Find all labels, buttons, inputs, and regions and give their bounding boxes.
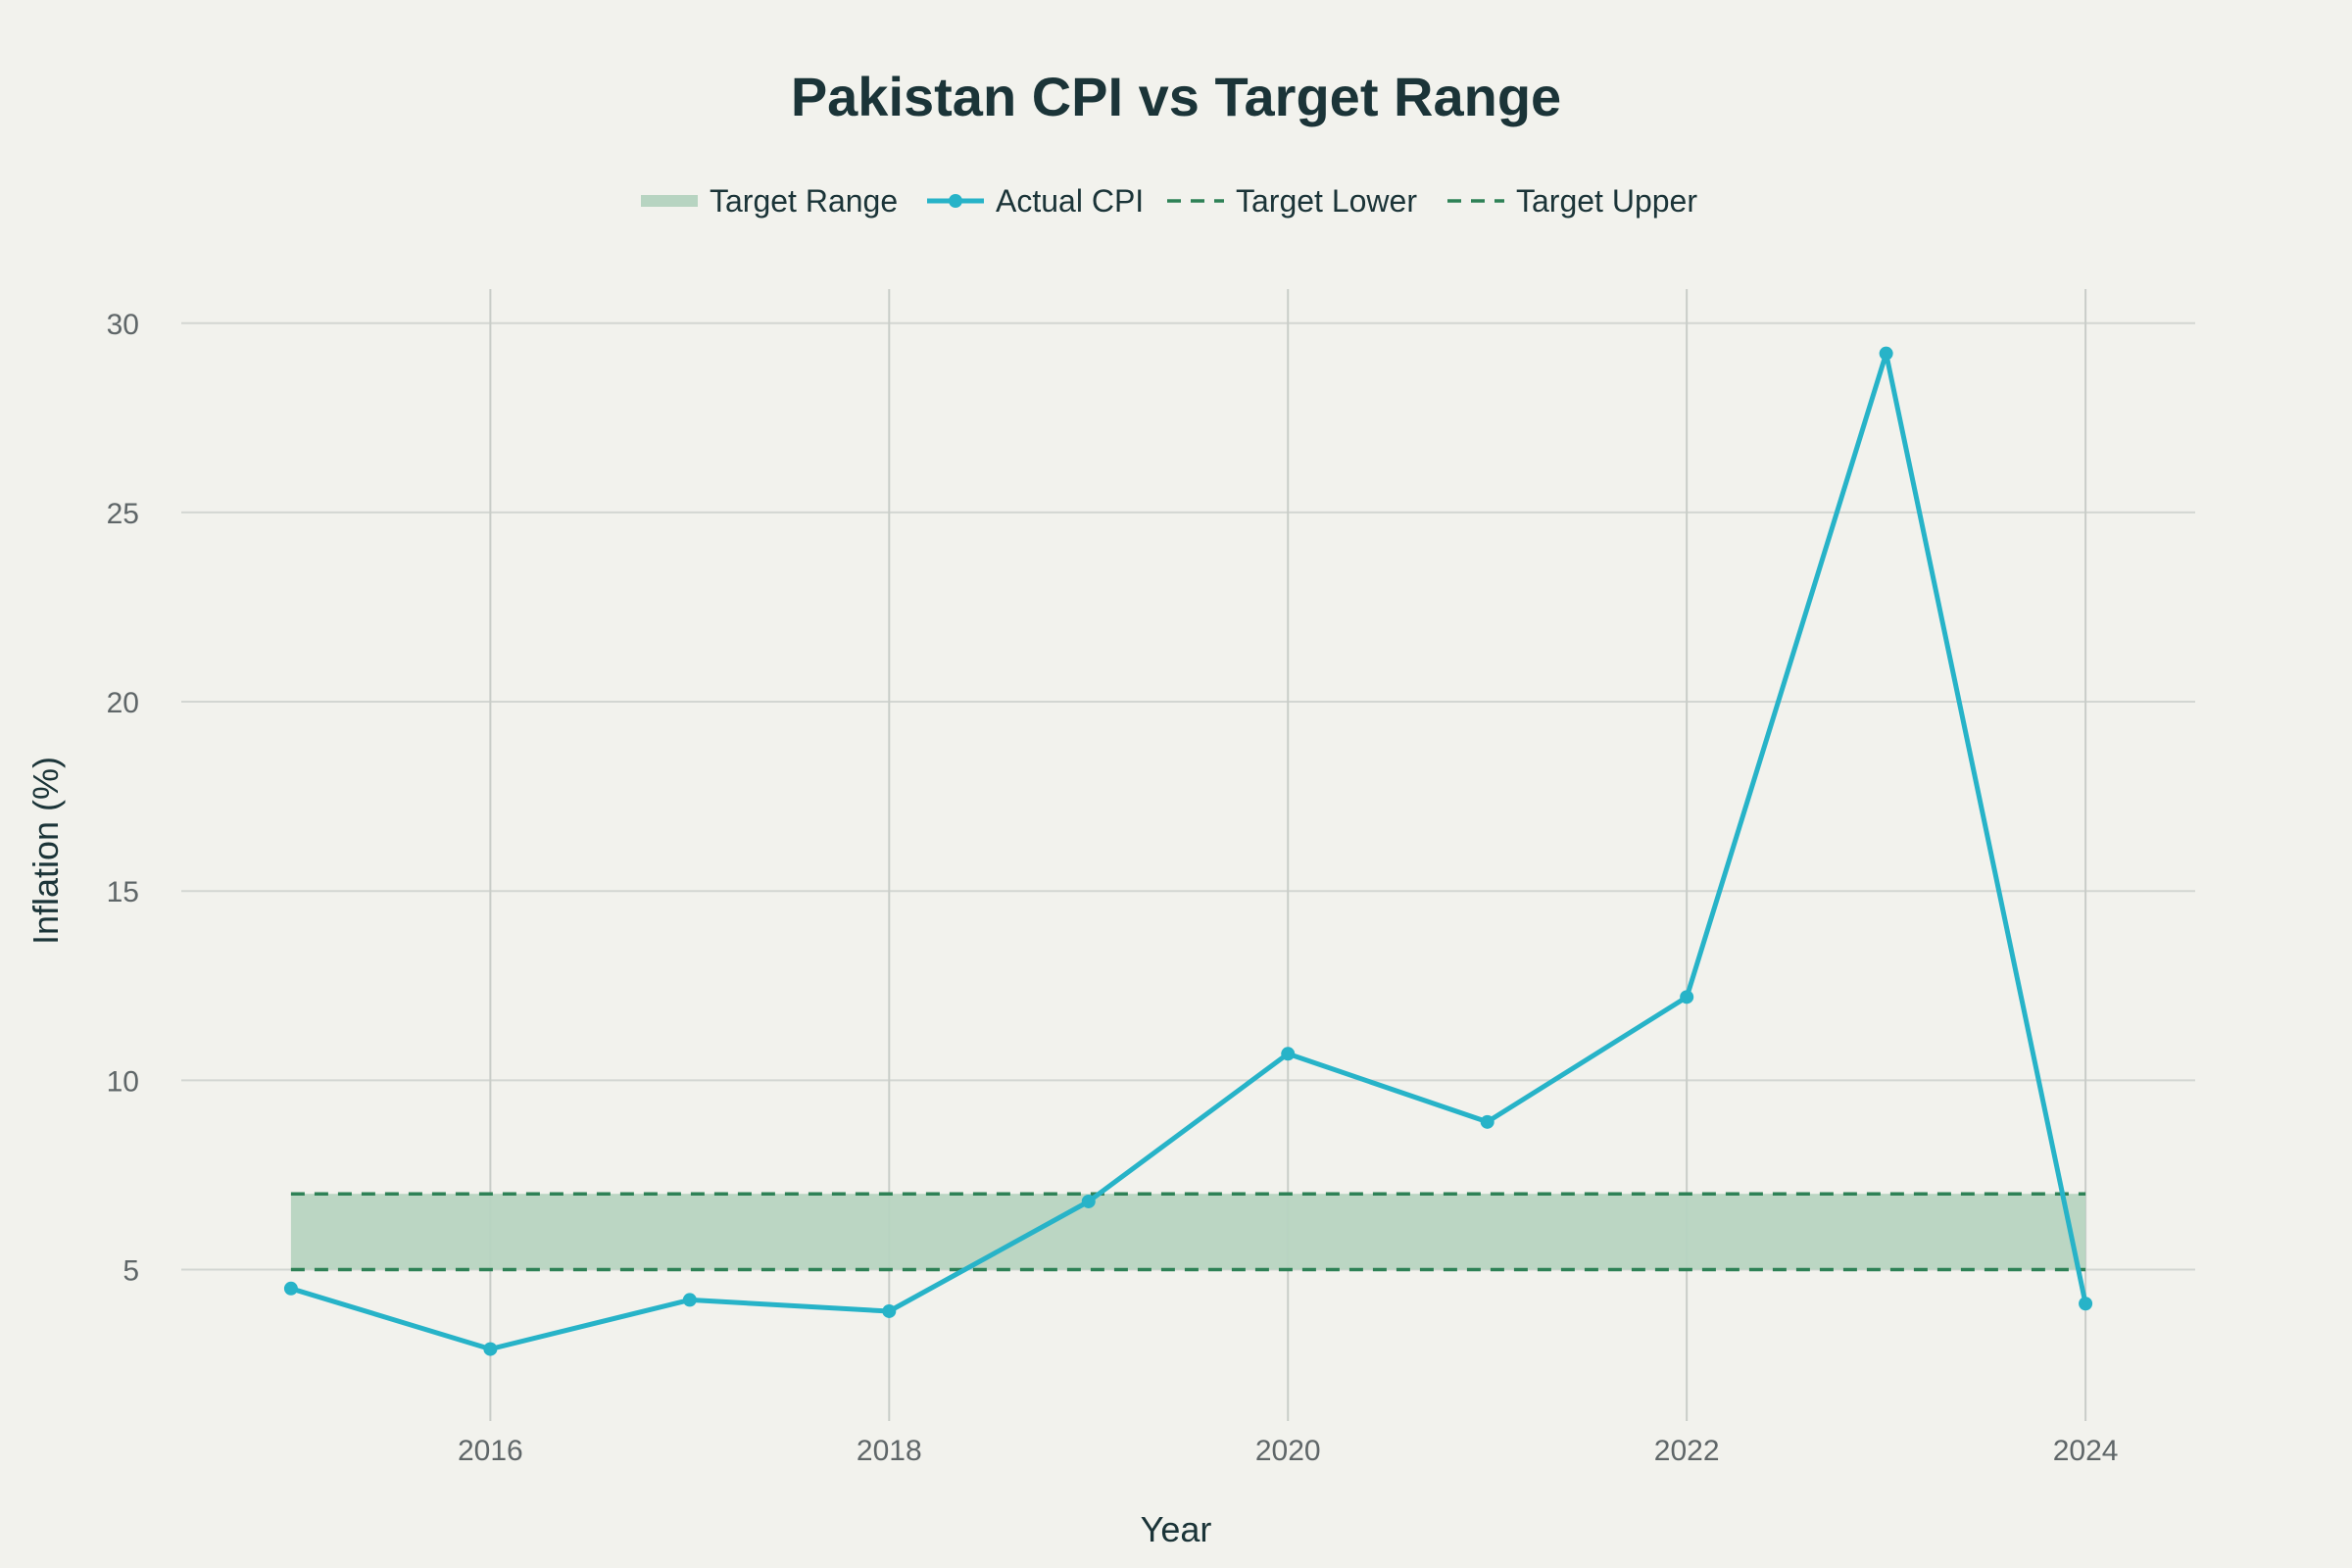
actual-cpi-point — [882, 1303, 897, 1318]
x-tick-label: 2016 — [458, 1435, 523, 1467]
legend-item-target-range[interactable]: Target Range — [641, 183, 898, 219]
actual-cpi-point — [2079, 1297, 2093, 1311]
legend-item-target-lower[interactable]: Target Lower — [1167, 183, 1417, 219]
legend-item-actual-cpi[interactable]: Actual CPI — [927, 183, 1144, 219]
y-tick-label: 15 — [107, 876, 139, 908]
y-axis-title: Inflation (%) — [25, 757, 66, 945]
actual-cpi-point — [1680, 990, 1694, 1004]
x-tick-label: 2024 — [2053, 1435, 2119, 1467]
legend-swatch-target-range — [641, 195, 698, 207]
actual-cpi-point — [682, 1293, 697, 1307]
target-range-band — [290, 1194, 2086, 1270]
actual-cpi-point — [483, 1342, 498, 1356]
legend-label-actual-cpi: Actual CPI — [996, 183, 1144, 219]
legend-label-target-lower: Target Lower — [1236, 183, 1417, 219]
actual-cpi-point — [1480, 1114, 1494, 1129]
legend-marker-actual-cpi — [949, 194, 962, 208]
y-tick-label: 25 — [107, 498, 139, 530]
x-axis-title: Year — [1141, 1509, 1212, 1549]
actual-cpi-point — [1281, 1047, 1296, 1061]
x-tick-label: 2022 — [1654, 1435, 1720, 1467]
legend: Target Range Actual CPI Target Lower Target… — [641, 183, 1697, 219]
actual-cpi-line — [290, 351, 2088, 1352]
x-tick-label: 2018 — [857, 1435, 922, 1467]
y-tick-label: 20 — [107, 687, 139, 719]
y-tick-label: 30 — [107, 309, 139, 341]
legend-item-target-upper[interactable]: Target Upper — [1447, 183, 1697, 219]
legend-label-target-range: Target Range — [710, 183, 898, 219]
series-points-layer — [283, 346, 2093, 1356]
actual-cpi-point — [1081, 1194, 1096, 1208]
tick-labels-layer: 5 10 15 20 25 30 2016 2018 2020 2022 2024 — [107, 309, 2119, 1467]
chart-title: Pakistan CPI vs Target Range — [791, 66, 1561, 127]
y-tick-label: 5 — [122, 1254, 139, 1287]
legend-label-target-upper: Target Upper — [1516, 183, 1697, 219]
x-tick-label: 2020 — [1255, 1435, 1321, 1467]
target-band-layer — [290, 1194, 2086, 1270]
series-lines-layer — [290, 1192, 2086, 1272]
actual-cpi-point — [1879, 346, 1893, 361]
actual-cpi-point — [283, 1281, 298, 1296]
y-tick-label: 10 — [107, 1065, 139, 1098]
